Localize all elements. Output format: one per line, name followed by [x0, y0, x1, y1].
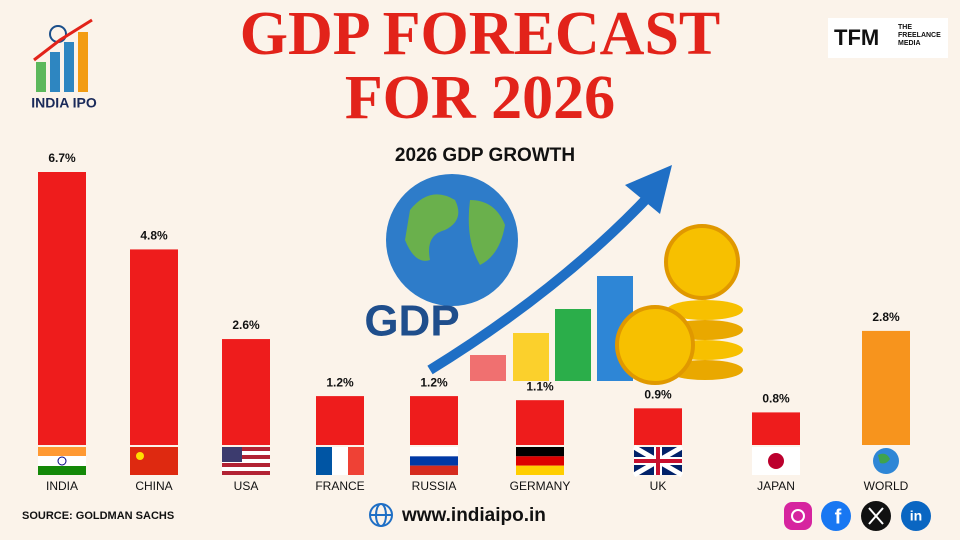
- flag: [222, 451, 270, 455]
- bar: [130, 249, 178, 445]
- illustration-text: GDP: [364, 297, 459, 346]
- flag-icon: [632, 444, 684, 478]
- flag: [222, 463, 270, 467]
- value-label: 0.8%: [762, 392, 790, 406]
- value-label: 2.8%: [872, 310, 900, 324]
- flag-icon: [410, 447, 458, 475]
- x-tick-label: CHINA: [135, 479, 172, 493]
- chart-subtitle: 2026 GDP GROWTH: [395, 145, 575, 166]
- flag: [634, 447, 682, 475]
- svg-text:in: in: [910, 508, 922, 524]
- flag-icon: [130, 447, 178, 475]
- flag: [348, 447, 364, 475]
- illustration: [386, 165, 743, 385]
- bar: [38, 172, 86, 445]
- right-logo-box: [828, 18, 948, 58]
- x-tick-label: GERMANY: [510, 479, 571, 493]
- flag: [410, 456, 458, 466]
- value-label: 6.7%: [48, 151, 76, 165]
- x-tick-label: JAPAN: [757, 479, 795, 493]
- flag-icon: [752, 447, 800, 475]
- right-logo-text-box: THE FREELANCE MEDIA: [898, 24, 941, 47]
- website: www.indiaipo.in: [401, 505, 546, 526]
- flag: [57, 456, 67, 466]
- flag: [516, 465, 564, 475]
- flag-icon: [873, 448, 899, 474]
- svg-text:f: f: [835, 506, 842, 528]
- value-label: 1.2%: [326, 375, 354, 389]
- x-tick-label: UK: [650, 479, 667, 493]
- flag: [222, 459, 270, 463]
- flag: [222, 467, 270, 471]
- flag: [222, 455, 270, 459]
- flag-icon: [38, 447, 86, 475]
- x-tick-label: INDIA: [46, 479, 78, 493]
- value-label: 0.9%: [644, 388, 672, 402]
- flag: [516, 447, 564, 457]
- value-label: 1.2%: [420, 375, 448, 389]
- flag: [332, 447, 348, 475]
- flag: [38, 466, 86, 475]
- bar: [316, 396, 364, 445]
- flag: [878, 453, 890, 464]
- x-tick-label: USA: [234, 479, 259, 493]
- flag: [410, 447, 458, 457]
- flag: [516, 456, 564, 466]
- value-label: 2.6%: [232, 318, 260, 332]
- chart-title: GDP FORECAST FOR 2026: [239, 0, 721, 132]
- bar: [222, 339, 270, 445]
- social-icons: f in: [784, 501, 931, 531]
- bar: [862, 330, 910, 445]
- flag: [222, 447, 270, 451]
- flag-icon: [222, 447, 270, 475]
- left-logo-text: INDIA IPO: [31, 95, 97, 111]
- value-label: 1.1%: [526, 379, 554, 393]
- bar: [516, 400, 564, 445]
- flag: [222, 447, 242, 462]
- flag: [222, 471, 270, 475]
- flag: [130, 447, 178, 475]
- flag: [136, 452, 144, 460]
- x-tick-label: WORLD: [864, 479, 909, 493]
- bar: [410, 396, 458, 445]
- flag: [316, 447, 332, 475]
- x-tick-label: RUSSIA: [412, 479, 457, 493]
- right-logo-text: THE FREELANCE MEDIA: [898, 24, 941, 47]
- x-tick-label: FRANCE: [315, 479, 364, 493]
- bar: [752, 412, 800, 445]
- flag-icon: [316, 447, 364, 475]
- right-logo-mark: TFM: [834, 25, 879, 50]
- left-logo-icon: [33, 18, 93, 92]
- globe-icon: [369, 503, 393, 527]
- value-label: 4.8%: [140, 229, 168, 243]
- flag: [768, 453, 784, 469]
- flag: [38, 447, 86, 456]
- source: SOURCE: GOLDMAN SACHS: [22, 510, 174, 522]
- flag: [38, 456, 86, 466]
- bar: [634, 408, 682, 445]
- flag-icon: [516, 447, 564, 475]
- flag: [410, 465, 458, 475]
